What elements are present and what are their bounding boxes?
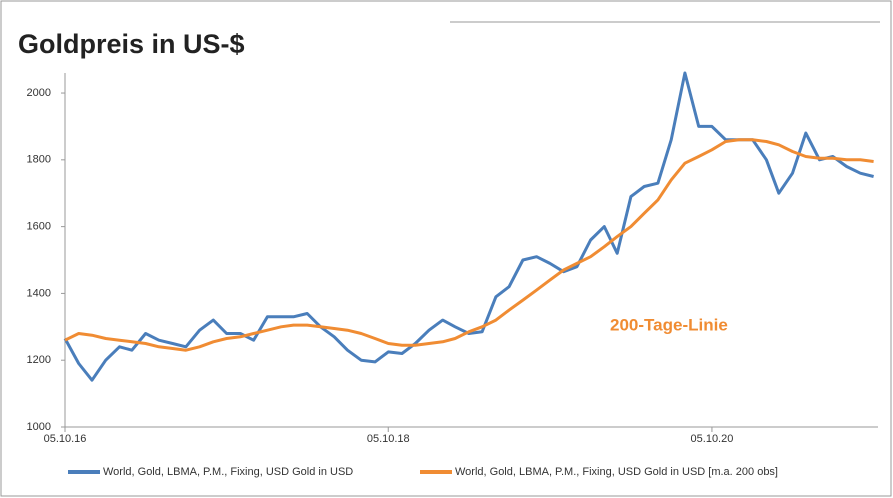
y-tick-label: 1000 xyxy=(27,421,51,433)
y-tick-label: 2000 xyxy=(27,87,51,99)
legend-label: World, Gold, LBMA, P.M., Fixing, USD Gol… xyxy=(455,466,778,478)
x-tick-label: 05.10.16 xyxy=(44,433,87,445)
x-tick-label: 05.10.20 xyxy=(691,433,734,445)
chart-title: Goldpreis in US-$ xyxy=(18,29,245,59)
y-tick-label: 1600 xyxy=(27,221,51,233)
legend-label: World, Gold, LBMA, P.M., Fixing, USD Gol… xyxy=(103,466,353,478)
x-tick-label: 05.10.18 xyxy=(367,433,410,445)
series-line xyxy=(64,138,874,352)
y-tick-label: 1200 xyxy=(27,354,51,366)
annotation: 200-Tage-Linie xyxy=(610,315,728,334)
y-tick-label: 1400 xyxy=(27,287,51,299)
y-tick-label: 1800 xyxy=(27,154,51,166)
series-line xyxy=(63,71,874,382)
